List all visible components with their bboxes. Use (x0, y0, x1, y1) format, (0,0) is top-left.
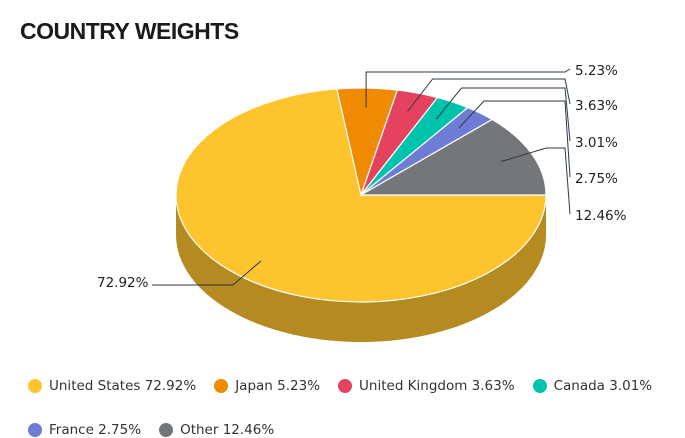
legend-dot-icon (159, 423, 174, 437)
legend-label: United Kingdom 3.63% (359, 378, 515, 394)
legend-dot-icon (28, 423, 42, 437)
legend-dot-icon (28, 379, 42, 393)
legend-item[interactable]: Other 12.46% (159, 422, 274, 438)
pie-slice-other (358, 118, 547, 196)
data-label: 3.01% (575, 135, 618, 151)
legend-label: Other 12.46% (180, 422, 275, 438)
legend-label: Japan 5.23% (235, 378, 321, 394)
data-label: 12.46% (575, 208, 627, 224)
data-label: 5.23% (575, 63, 618, 79)
leader-line (152, 260, 262, 286)
legend-dot-icon (338, 379, 353, 393)
pie-side-united-states (176, 195, 546, 342)
legend-label: United States 72.92% (49, 378, 197, 394)
data-label: 3.63% (575, 98, 618, 114)
pie-chart: 72.92% 5.23% 3.63% 3.01% 2.75% 12.46% (97, 63, 627, 342)
leader-line (365, 68, 571, 108)
legend-item[interactable]: United States 72.92% (28, 378, 196, 394)
legend-label: Canada 3.01% (553, 378, 653, 394)
legend-dot-icon (214, 379, 229, 393)
leader-line (501, 147, 571, 215)
legend-dot-icon (532, 379, 547, 393)
legend-item[interactable]: Canada 3.01% (532, 378, 653, 394)
leader-line (458, 100, 571, 178)
legend: United States 72.92% Japan 5.23% United Ki… (28, 378, 678, 438)
legend-item[interactable]: France 2.75% (28, 422, 141, 438)
leader-line (407, 78, 571, 112)
legend-label: France 2.75% (49, 422, 142, 438)
data-label: 2.75% (575, 171, 618, 187)
leader-line (436, 87, 571, 142)
legend-item[interactable]: Japan 5.23% (214, 378, 320, 394)
data-label: 72.92% (97, 275, 149, 291)
chart-title: COUNTRY WEIGHTS (20, 18, 239, 44)
legend-item[interactable]: United Kingdom 3.63% (338, 378, 515, 394)
